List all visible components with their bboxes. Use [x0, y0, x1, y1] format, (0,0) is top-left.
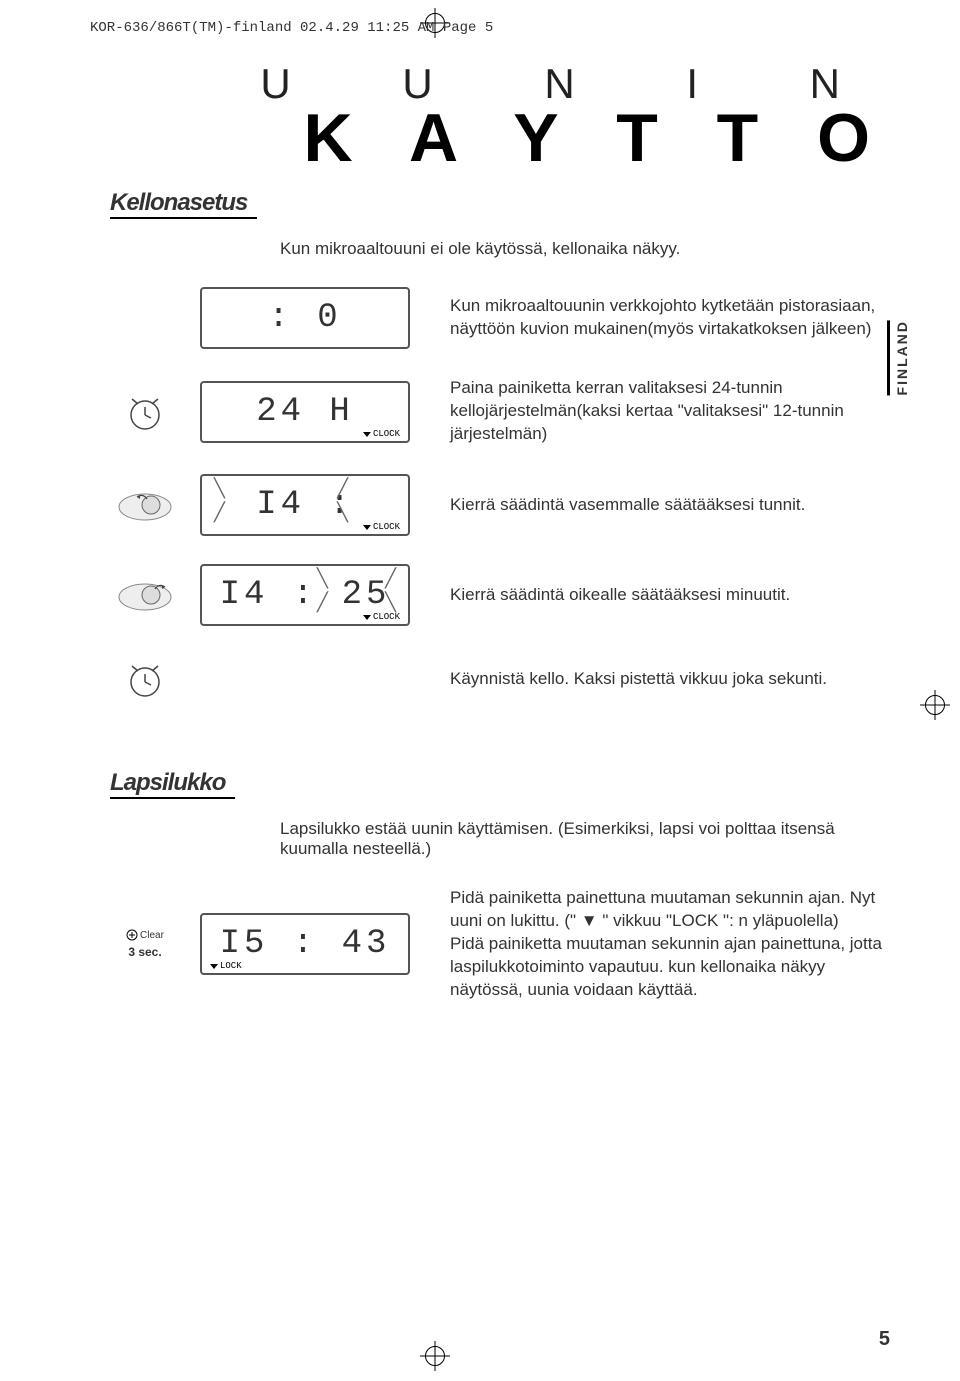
flash-mark-icon: ╱ — [317, 592, 328, 614]
step-row: ╲ ╱ ╱ ╲ I4 : 25 CLOCK Kierrä säädintä oi… — [110, 564, 890, 626]
step-row: 24 H CLOCK Paina painiketta kerran valit… — [110, 377, 890, 446]
print-header: KOR-636/866T(TM)-finland 02.4.29 11:25 A… — [90, 20, 493, 36]
display-panel: ╲ ╱ ╱ ╲ I4 : CLOCK — [200, 474, 410, 536]
flash-mark-icon: ╲ — [214, 478, 225, 500]
step-row: Clear 3 sec. I5 : 43 LOCK Pidä painikett… — [110, 887, 890, 1002]
clear-label: Clear — [140, 930, 164, 941]
step-row: ╲ ╱ ╱ ╲ I4 : CLOCK Kierrä säädintä vasem… — [110, 474, 890, 536]
flash-mark-icon: ╱ — [214, 502, 225, 524]
step-row: : 0 Kun mikroaaltouunin verkkojohto kytk… — [110, 287, 890, 349]
alarm-clock-icon — [110, 387, 180, 437]
registration-mark-icon — [920, 690, 950, 720]
dial-knob-icon — [110, 577, 180, 613]
display-panel: : 0 — [200, 287, 410, 349]
display-panel: I5 : 43 LOCK — [200, 913, 410, 975]
step-text: Kierrä säädintä vasemmalle säätääksesi t… — [450, 494, 890, 517]
section2-intro: Lapsilukko estää uunin käyttämisen. (Esi… — [280, 819, 890, 859]
step-text: Käynnistä kello. Kaksi pistettä vikkuu j… — [450, 668, 890, 691]
display-text: 24 H — [256, 393, 354, 431]
step-text: Kierrä säädintä oikealle säätääksesi min… — [450, 584, 890, 607]
dial-knob-icon — [110, 487, 180, 523]
alarm-clock-icon — [110, 654, 180, 704]
three-seconds-label: 3 sec. — [128, 945, 161, 959]
step-text: Kun mikroaaltouunin verkkojohto kytketää… — [450, 295, 890, 341]
flash-mark-icon: ╲ — [385, 592, 396, 614]
page-title: U U N I N K A Y T T O — [110, 60, 890, 169]
display-text: I5 : 43 — [220, 925, 391, 963]
clock-label: CLOCK — [363, 429, 400, 439]
display-text: : 0 — [268, 299, 341, 337]
flash-mark-icon: ╱ — [337, 478, 348, 500]
clock-label: CLOCK — [363, 522, 400, 532]
registration-mark-icon — [420, 1341, 450, 1371]
display-text: I4 : 25 — [220, 576, 391, 614]
section-title-lapsilukko: Lapsilukko — [110, 769, 235, 799]
step-text: Paina painiketta kerran valitaksesi 24-t… — [450, 377, 890, 446]
step-text: Pidä painiketta painettuna muutaman seku… — [450, 887, 890, 1002]
flash-mark-icon: ╲ — [317, 568, 328, 590]
lock-label: LOCK — [210, 961, 242, 971]
page-number: 5 — [879, 1328, 890, 1351]
section-title-kellonasetus: Kellonasetus — [110, 189, 257, 219]
flash-mark-icon: ╱ — [385, 568, 396, 590]
section1-intro: Kun mikroaaltouuni ei ole käytössä, kell… — [280, 239, 890, 259]
display-panel: ╲ ╱ ╱ ╲ I4 : 25 CLOCK — [200, 564, 410, 626]
flash-mark-icon: ╲ — [337, 502, 348, 524]
display-panel: 24 H CLOCK — [200, 381, 410, 443]
title-line2: K A Y T T O — [110, 108, 890, 169]
side-language-tag: FINLAND — [887, 320, 910, 395]
clear-button-icon: Clear 3 sec. — [110, 929, 180, 959]
clock-label: CLOCK — [363, 612, 400, 622]
step-row: Käynnistä kello. Kaksi pistettä vikkuu j… — [110, 654, 890, 704]
